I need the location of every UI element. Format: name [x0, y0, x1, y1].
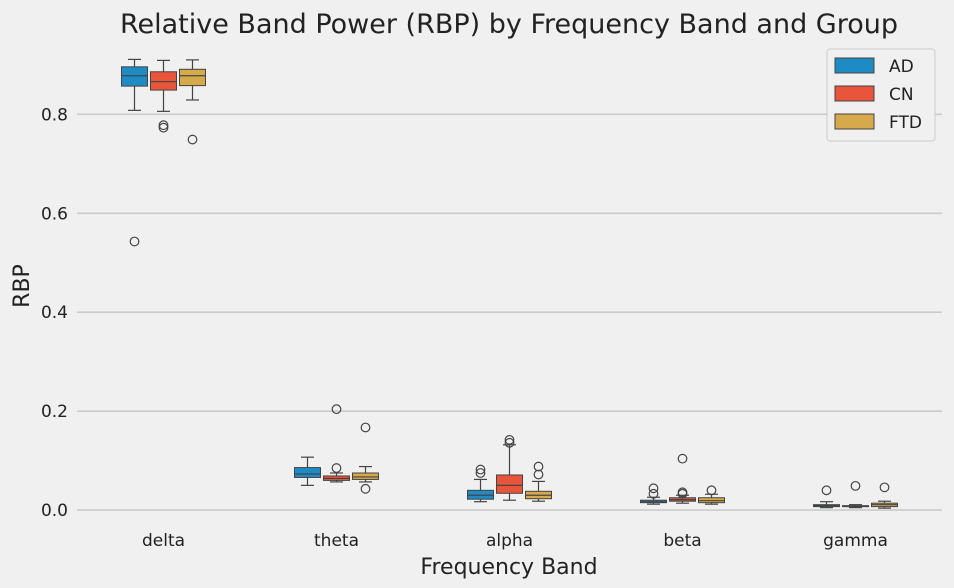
- legend-swatch-ad: [834, 57, 875, 74]
- box-cn-gamma: [842, 480, 869, 509]
- box-ftd-gamma: [871, 482, 898, 509]
- outlier-point: [850, 480, 861, 491]
- outlier-point: [187, 134, 198, 145]
- x-tick-label: beta: [663, 531, 701, 551]
- x-tick-label: gamma: [823, 531, 888, 551]
- outlier-point: [504, 437, 515, 448]
- y-tick-label: 0.4: [41, 303, 68, 323]
- box-cn-delta: [150, 59, 177, 133]
- box-ad-gamma: [813, 485, 840, 509]
- outlier-point: [648, 483, 659, 494]
- y-tick-label: 0.0: [41, 501, 68, 521]
- chart-title: Relative Band Power (RBP) by Frequency B…: [120, 9, 898, 40]
- box-body: [352, 472, 379, 480]
- box-body: [121, 66, 148, 87]
- legend-swatch-ftd: [834, 113, 875, 130]
- box-ad-alpha: [467, 464, 494, 503]
- box-body: [496, 474, 523, 494]
- outlier-point: [677, 453, 688, 464]
- box-cn-alpha: [496, 434, 523, 501]
- box-body: [294, 467, 321, 478]
- outlier-point: [158, 122, 169, 133]
- outlier-point: [821, 485, 832, 496]
- outlier-point: [360, 483, 371, 494]
- box-ad-beta: [640, 483, 667, 505]
- box-ftd-beta: [698, 485, 725, 505]
- x-axis-label: Frequency Band: [420, 555, 597, 580]
- legend: AD CN FTD: [826, 48, 936, 142]
- legend-swatch-cn: [834, 85, 875, 102]
- outlier-point: [331, 404, 342, 415]
- outlier-point: [504, 434, 515, 445]
- outlier-point: [475, 468, 486, 478]
- outlier-point: [879, 482, 890, 493]
- x-tick-labels: delta theta alpha beta gamma: [142, 531, 888, 551]
- grid-lines: [77, 113, 942, 511]
- box-body: [150, 71, 177, 91]
- outlier-point: [706, 485, 717, 496]
- legend-label-cn: CN: [889, 85, 914, 105]
- y-tick-label: 0.8: [41, 105, 68, 125]
- legend-label-ftd: FTD: [889, 113, 922, 133]
- x-tick-label: theta: [314, 531, 359, 551]
- outlier-point: [158, 120, 169, 131]
- outlier-point: [648, 488, 659, 499]
- box-ftd-theta: [352, 422, 379, 494]
- box-body: [179, 68, 206, 87]
- box-ad-delta: [121, 58, 148, 247]
- y-tick-labels: 0.0 0.2 0.4 0.6 0.8: [41, 105, 68, 521]
- box-ad-theta: [294, 456, 321, 486]
- outlier-point: [331, 463, 342, 473]
- y-axis-label: RBP: [10, 264, 35, 308]
- outlier-point: [533, 469, 544, 480]
- box-cn-beta: [669, 453, 696, 504]
- box-groups: [121, 58, 898, 509]
- y-tick-label: 0.6: [41, 204, 68, 224]
- box-ftd-alpha: [525, 461, 552, 502]
- box-cn-theta: [323, 404, 350, 483]
- outlier-point: [475, 464, 486, 475]
- y-tick-label: 0.2: [41, 402, 68, 422]
- outlier-point: [533, 461, 544, 472]
- outlier-point: [677, 487, 688, 498]
- x-tick-label: alpha: [486, 531, 533, 551]
- legend-label-ad: AD: [889, 57, 914, 77]
- outlier-point: [360, 422, 371, 433]
- outlier-point: [129, 236, 140, 247]
- box-ftd-delta: [179, 59, 206, 145]
- x-tick-label: delta: [142, 531, 185, 551]
